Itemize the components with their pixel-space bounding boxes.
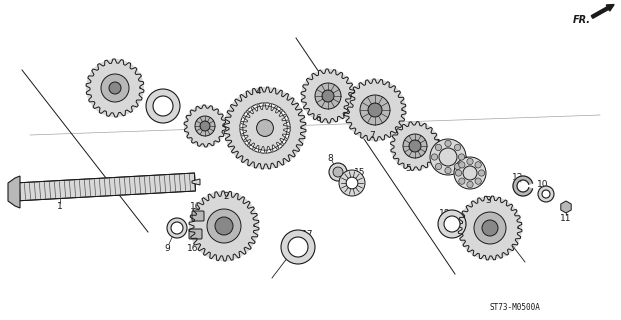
Circle shape bbox=[455, 164, 461, 170]
Circle shape bbox=[256, 120, 273, 136]
Text: 11: 11 bbox=[560, 213, 572, 222]
Polygon shape bbox=[561, 201, 571, 213]
Polygon shape bbox=[14, 173, 196, 201]
Circle shape bbox=[458, 154, 465, 160]
Circle shape bbox=[391, 122, 440, 171]
Circle shape bbox=[467, 158, 473, 165]
Polygon shape bbox=[189, 191, 259, 261]
FancyArrow shape bbox=[591, 4, 614, 18]
Polygon shape bbox=[513, 176, 533, 196]
Circle shape bbox=[224, 87, 306, 169]
Circle shape bbox=[475, 162, 481, 168]
Circle shape bbox=[207, 209, 241, 243]
Text: FR.: FR. bbox=[573, 15, 591, 25]
Text: 14: 14 bbox=[437, 139, 448, 148]
Text: 7: 7 bbox=[369, 131, 375, 140]
Circle shape bbox=[475, 178, 481, 184]
Text: 5: 5 bbox=[405, 164, 411, 172]
Circle shape bbox=[474, 212, 506, 244]
Text: 8: 8 bbox=[327, 154, 333, 163]
Circle shape bbox=[215, 217, 233, 235]
FancyBboxPatch shape bbox=[189, 229, 202, 239]
Text: 16: 16 bbox=[190, 202, 202, 211]
Text: 16: 16 bbox=[188, 244, 199, 252]
Polygon shape bbox=[192, 179, 200, 185]
Circle shape bbox=[200, 121, 210, 131]
Circle shape bbox=[459, 178, 465, 184]
Circle shape bbox=[438, 210, 466, 238]
Text: ST73-M0500A: ST73-M0500A bbox=[490, 303, 541, 313]
Polygon shape bbox=[301, 69, 355, 123]
Circle shape bbox=[435, 144, 442, 151]
Circle shape bbox=[463, 166, 477, 180]
Text: 12: 12 bbox=[512, 172, 524, 181]
Polygon shape bbox=[184, 105, 226, 147]
Circle shape bbox=[146, 89, 180, 123]
Circle shape bbox=[542, 190, 550, 198]
Circle shape bbox=[482, 220, 498, 236]
Text: 3: 3 bbox=[485, 196, 491, 204]
Text: 2: 2 bbox=[223, 191, 229, 201]
Circle shape bbox=[445, 140, 451, 147]
Polygon shape bbox=[240, 103, 290, 153]
Circle shape bbox=[459, 162, 465, 168]
Circle shape bbox=[288, 237, 308, 257]
Circle shape bbox=[467, 181, 473, 188]
Circle shape bbox=[435, 164, 442, 170]
Circle shape bbox=[458, 196, 522, 260]
Circle shape bbox=[315, 83, 341, 109]
Text: 1: 1 bbox=[57, 202, 63, 211]
FancyBboxPatch shape bbox=[192, 211, 204, 221]
Polygon shape bbox=[344, 79, 406, 141]
Circle shape bbox=[322, 90, 334, 102]
Circle shape bbox=[409, 140, 421, 152]
Circle shape bbox=[86, 59, 144, 117]
Circle shape bbox=[444, 216, 460, 232]
Text: 4: 4 bbox=[255, 86, 261, 95]
Circle shape bbox=[333, 167, 343, 177]
Circle shape bbox=[339, 170, 365, 196]
Text: 13: 13 bbox=[458, 156, 469, 164]
Circle shape bbox=[454, 157, 486, 189]
Circle shape bbox=[167, 218, 187, 238]
Polygon shape bbox=[86, 59, 144, 117]
Circle shape bbox=[455, 170, 461, 176]
Text: 18: 18 bbox=[439, 209, 451, 218]
Text: 9: 9 bbox=[164, 244, 170, 252]
Circle shape bbox=[403, 134, 427, 158]
Text: 17: 17 bbox=[302, 229, 314, 238]
Circle shape bbox=[445, 167, 451, 174]
Circle shape bbox=[346, 177, 358, 189]
Circle shape bbox=[109, 82, 121, 94]
Polygon shape bbox=[8, 176, 20, 208]
Circle shape bbox=[195, 116, 215, 136]
Circle shape bbox=[538, 186, 554, 202]
Circle shape bbox=[432, 154, 438, 160]
Polygon shape bbox=[224, 87, 306, 169]
Circle shape bbox=[101, 74, 129, 102]
Circle shape bbox=[478, 170, 484, 176]
Circle shape bbox=[171, 222, 183, 234]
Circle shape bbox=[301, 69, 355, 123]
Circle shape bbox=[455, 144, 461, 151]
Text: 10: 10 bbox=[537, 180, 549, 188]
Circle shape bbox=[439, 148, 457, 166]
Polygon shape bbox=[391, 122, 440, 171]
Circle shape bbox=[184, 105, 226, 147]
Circle shape bbox=[430, 139, 466, 175]
Circle shape bbox=[360, 95, 390, 125]
Circle shape bbox=[153, 96, 173, 116]
Circle shape bbox=[329, 163, 347, 181]
Circle shape bbox=[281, 230, 315, 264]
Circle shape bbox=[189, 191, 259, 261]
Text: 15: 15 bbox=[354, 167, 366, 177]
Circle shape bbox=[344, 79, 406, 141]
Circle shape bbox=[240, 103, 290, 153]
Text: 6: 6 bbox=[315, 114, 321, 123]
Circle shape bbox=[368, 103, 382, 117]
Polygon shape bbox=[458, 196, 522, 260]
